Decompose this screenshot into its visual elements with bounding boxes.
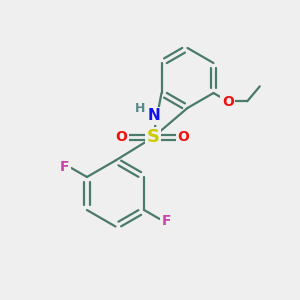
Text: F: F xyxy=(60,160,70,173)
Text: O: O xyxy=(115,130,127,144)
Text: O: O xyxy=(222,95,234,109)
Text: O: O xyxy=(178,130,190,144)
Text: F: F xyxy=(161,214,171,227)
Text: H: H xyxy=(135,102,146,115)
Text: S: S xyxy=(146,128,160,146)
Text: N: N xyxy=(148,108,160,123)
